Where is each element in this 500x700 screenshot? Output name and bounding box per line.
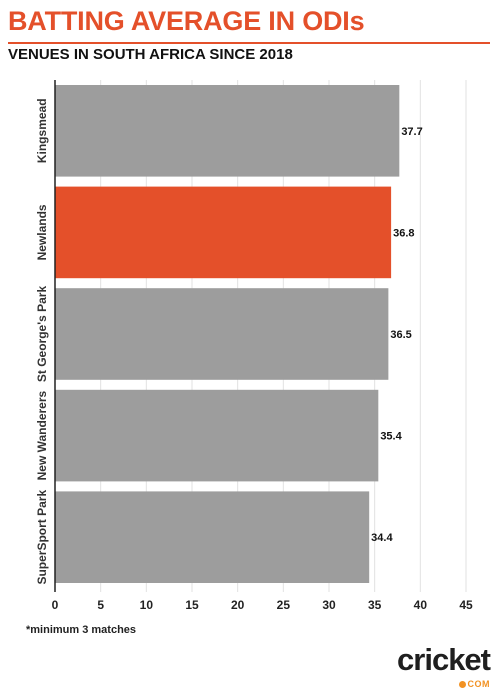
- logo-suffix-text: COM: [467, 679, 490, 689]
- footnote: *minimum 3 matches: [26, 624, 137, 636]
- data-label: 36.5: [390, 329, 411, 341]
- bar: [55, 389, 379, 482]
- x-tick-label: 35: [368, 598, 382, 612]
- category-label: St George's Park: [35, 286, 49, 383]
- x-tick-label: 25: [277, 598, 291, 612]
- bar: [55, 85, 400, 177]
- data-label: 34.4: [371, 532, 393, 544]
- cricket-com-logo: cricket COM: [360, 642, 491, 692]
- chart-subtitle: VENUES IN SOUTH AFRICA SINCE 2018: [8, 46, 293, 63]
- data-label: 35.4: [380, 431, 402, 443]
- x-tick-label: 40: [414, 598, 428, 612]
- chart-title: BATTING AVERAGE IN ODIs: [8, 6, 365, 36]
- category-label: SuperSport Park: [35, 490, 49, 585]
- data-label: 36.8: [393, 227, 414, 239]
- logo-wordmark: cricket: [397, 642, 491, 677]
- x-tick-label: 0: [52, 598, 59, 612]
- category-label: Newlands: [35, 204, 49, 260]
- x-tick-label: 15: [185, 598, 199, 612]
- x-tick-label: 20: [231, 598, 245, 612]
- logo-suffix: COM: [458, 679, 491, 689]
- bar: [55, 491, 370, 583]
- x-tick-label: 45: [459, 598, 473, 612]
- bar: [55, 186, 392, 279]
- x-tick-label: 5: [97, 598, 104, 612]
- category-label: Kingsmead: [35, 98, 49, 163]
- title-divider: [8, 42, 490, 44]
- x-tick-label: 30: [322, 598, 336, 612]
- logo-dot-icon: [458, 680, 466, 688]
- bar: [55, 288, 389, 380]
- x-tick-label: 10: [140, 598, 154, 612]
- data-label: 37.7: [401, 126, 422, 138]
- category-label: New Wanderers: [35, 390, 49, 480]
